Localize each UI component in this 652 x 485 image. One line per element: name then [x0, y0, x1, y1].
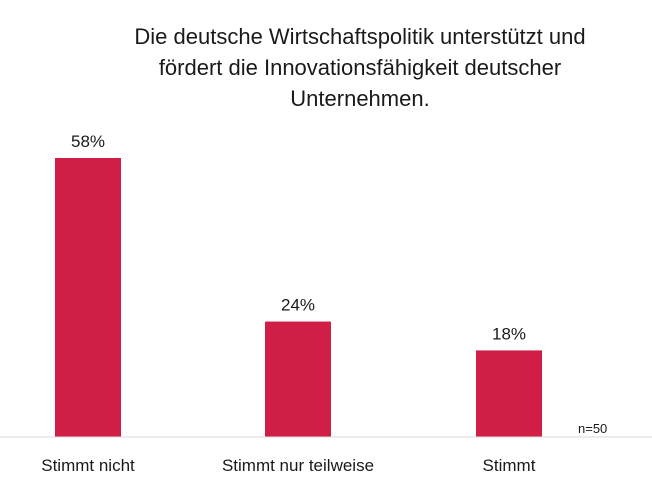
value-label-1: 24%: [281, 296, 315, 315]
bar-1: [265, 321, 331, 437]
value-label-0: 58%: [71, 132, 105, 151]
chart-title-line-3: Unternehmen.: [290, 86, 430, 111]
value-label-2: 18%: [492, 324, 526, 343]
chart-title-line-1: Die deutsche Wirtschaftspolitik unterstü…: [134, 24, 586, 49]
bar-0: [55, 158, 121, 437]
labels-layer: 58% Stimmt nicht 24% Stimmt nur teilweise 18…: [41, 132, 535, 475]
chart-title-line-2: fördert die Innovationsfähigkeit deutsch…: [158, 55, 562, 80]
sample-size-note: n=50: [578, 421, 607, 436]
bar-2: [476, 350, 542, 437]
bars-layer: [55, 158, 542, 437]
category-label-2: Stimmt: [483, 456, 536, 475]
category-label-0: Stimmt nicht: [41, 456, 135, 475]
category-label-1: Stimmt nur teilweise: [222, 456, 374, 475]
